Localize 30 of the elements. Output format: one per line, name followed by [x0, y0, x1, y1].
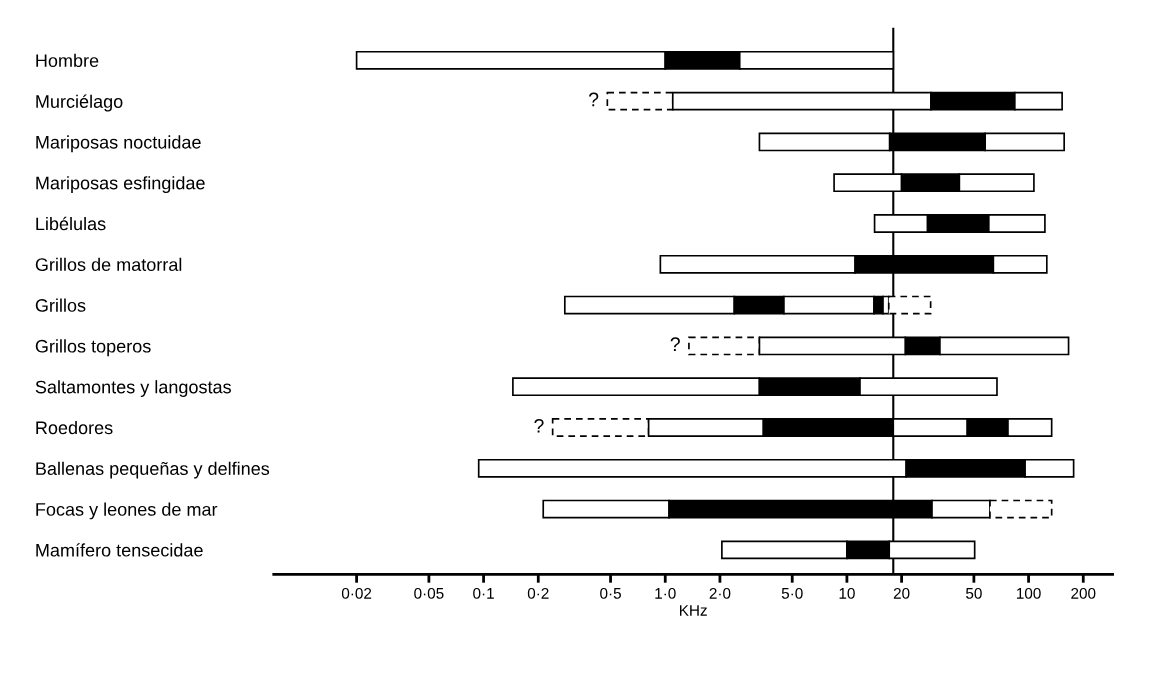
x-tick-label: 1·0 [655, 587, 676, 599]
x-tick-label: 50 [966, 587, 982, 599]
x-tick-label: 2·0 [709, 587, 731, 599]
x-tick-label: 0·02 [341, 587, 372, 599]
y-tick-label: Hombre [36, 53, 99, 68]
x-tick-label: 0·5 [600, 587, 621, 599]
y-tick-label: Grillos [35, 298, 86, 312]
x-tick-label: 20 [893, 587, 910, 599]
x-axis-title: KHz [680, 605, 707, 616]
annotation: ? [534, 418, 544, 433]
y-tick-label: Ballenas pequeñas y delfines [36, 461, 270, 479]
y-tick-label: Roedores [36, 420, 113, 435]
y-tick-label: Mamífero tensecidae [36, 543, 203, 557]
x-tick-label: 5·0 [781, 587, 803, 599]
y-tick-label: Saltamontes y langostas [35, 380, 231, 397]
y-tick-label: Grillos toperos [35, 339, 151, 357]
annotation: ? [670, 337, 680, 351]
x-tick-label: 10 [839, 587, 855, 599]
y-tick-label: Mariposas esfingidae [36, 176, 205, 193]
x-tick-label: 0·2 [527, 587, 549, 599]
y-tick-label: Mariposas noctuidae [36, 135, 201, 153]
y-tick-label: Murciélago [36, 94, 123, 112]
y-tick-label: Focas y leones de mar [36, 502, 218, 520]
y-tick-label: Libélulas [36, 216, 106, 231]
x-tick-label: 0·1 [473, 587, 494, 599]
x-tick-label: 100 [1016, 587, 1041, 599]
y-tick-label: Grillos de matorral [35, 257, 182, 272]
x-tick-label: 0·05 [414, 587, 444, 599]
annotation: ? [588, 92, 599, 107]
x-tick-label: 200 [1071, 587, 1096, 599]
